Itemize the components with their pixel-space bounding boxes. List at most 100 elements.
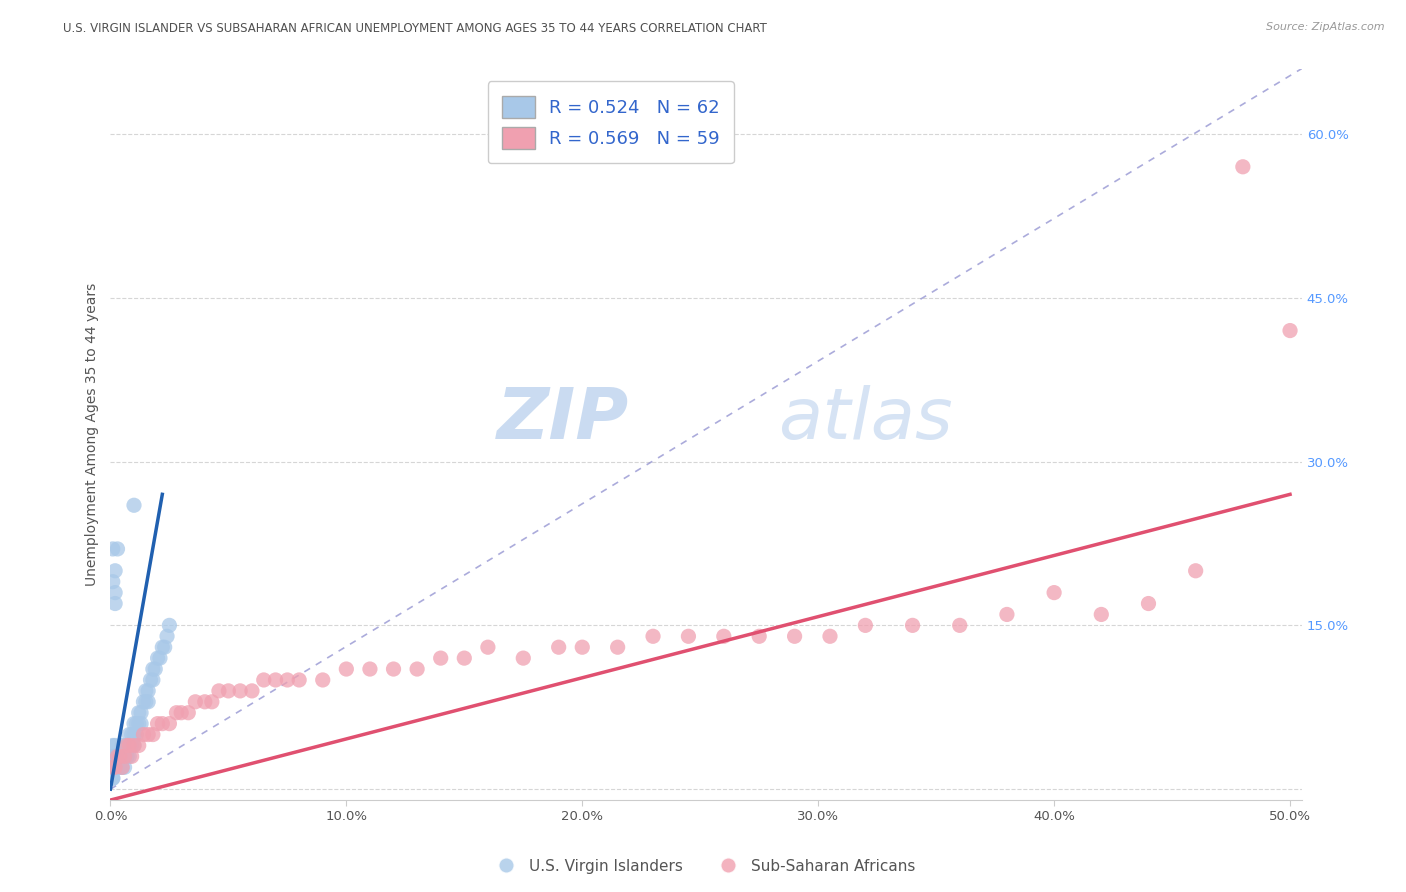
U.S. Virgin Islanders — [125, 716, 148, 731]
U.S. Virgin Islanders — [118, 727, 141, 741]
Sub-Saharan Africans — [166, 706, 188, 720]
Text: atlas: atlas — [778, 385, 952, 454]
U.S. Virgin Islanders — [129, 706, 152, 720]
Sub-Saharan Africans — [118, 739, 141, 753]
Sub-Saharan Africans — [142, 727, 165, 741]
Sub-Saharan Africans — [1090, 607, 1112, 622]
Sub-Saharan Africans — [853, 618, 876, 632]
U.S. Virgin Islanders — [101, 771, 124, 785]
Sub-Saharan Africans — [1043, 585, 1066, 599]
Sub-Saharan Africans — [678, 629, 700, 643]
Sub-Saharan Africans — [359, 662, 381, 676]
Sub-Saharan Africans — [136, 727, 159, 741]
U.S. Virgin Islanders — [121, 739, 143, 753]
U.S. Virgin Islanders — [107, 749, 129, 764]
U.S. Virgin Islanders — [114, 749, 136, 764]
U.S. Virgin Islanders — [107, 541, 129, 556]
Sub-Saharan Africans — [512, 651, 534, 665]
U.S. Virgin Islanders — [128, 706, 150, 720]
U.S. Virgin Islanders — [104, 760, 127, 774]
U.S. Virgin Islanders — [104, 760, 127, 774]
U.S. Virgin Islanders — [146, 651, 169, 665]
U.S. Virgin Islanders — [101, 771, 124, 785]
Sub-Saharan Africans — [146, 716, 169, 731]
Sub-Saharan Africans — [201, 695, 224, 709]
U.S. Virgin Islanders — [135, 684, 157, 698]
U.S. Virgin Islanders — [104, 749, 127, 764]
Sub-Saharan Africans — [177, 706, 200, 720]
U.S. Virgin Islanders — [101, 749, 124, 764]
Sub-Saharan Africans — [818, 629, 841, 643]
Sub-Saharan Africans — [382, 662, 405, 676]
Sub-Saharan Africans — [208, 684, 231, 698]
U.S. Virgin Islanders — [136, 684, 159, 698]
U.S. Virgin Islanders — [122, 716, 145, 731]
Legend: U.S. Virgin Islanders, Sub-Saharan Africans: U.S. Virgin Islanders, Sub-Saharan Afric… — [484, 853, 922, 880]
Sub-Saharan Africans — [184, 695, 207, 709]
Sub-Saharan Africans — [107, 749, 129, 764]
U.S. Virgin Islanders — [107, 760, 129, 774]
U.S. Virgin Islanders — [122, 727, 145, 741]
U.S. Virgin Islanders — [114, 739, 136, 753]
U.S. Virgin Islanders — [114, 760, 136, 774]
U.S. Virgin Islanders — [111, 739, 134, 753]
Sub-Saharan Africans — [128, 739, 150, 753]
U.S. Virgin Islanders — [108, 749, 131, 764]
Sub-Saharan Africans — [1279, 324, 1302, 338]
U.S. Virgin Islanders — [150, 640, 173, 655]
Sub-Saharan Africans — [335, 662, 357, 676]
U.S. Virgin Islanders — [135, 695, 157, 709]
U.S. Virgin Islanders — [111, 749, 134, 764]
U.S. Virgin Islanders — [122, 739, 145, 753]
Sub-Saharan Africans — [240, 684, 263, 698]
U.S. Virgin Islanders — [121, 727, 143, 741]
Text: Source: ZipAtlas.com: Source: ZipAtlas.com — [1267, 22, 1385, 32]
U.S. Virgin Islanders — [139, 673, 162, 687]
Sub-Saharan Africans — [132, 727, 155, 741]
U.S. Virgin Islanders — [129, 716, 152, 731]
U.S. Virgin Islanders — [142, 673, 165, 687]
U.S. Virgin Islanders — [101, 541, 124, 556]
U.S. Virgin Islanders — [122, 498, 145, 512]
Sub-Saharan Africans — [748, 629, 770, 643]
U.S. Virgin Islanders — [125, 727, 148, 741]
U.S. Virgin Islanders — [104, 585, 127, 599]
Sub-Saharan Africans — [157, 716, 180, 731]
U.S. Virgin Islanders — [136, 695, 159, 709]
Y-axis label: Unemployment Among Ages 35 to 44 years: Unemployment Among Ages 35 to 44 years — [86, 283, 100, 586]
U.S. Virgin Islanders — [108, 760, 131, 774]
Sub-Saharan Africans — [949, 618, 972, 632]
Sub-Saharan Africans — [114, 749, 136, 764]
U.S. Virgin Islanders — [118, 739, 141, 753]
Sub-Saharan Africans — [121, 749, 143, 764]
U.S. Virgin Islanders — [153, 640, 176, 655]
Legend: R = 0.524   N = 62, R = 0.569   N = 59: R = 0.524 N = 62, R = 0.569 N = 59 — [488, 81, 734, 163]
U.S. Virgin Islanders — [143, 662, 166, 676]
Sub-Saharan Africans — [477, 640, 499, 655]
Text: ZIP: ZIP — [496, 385, 628, 454]
Sub-Saharan Africans — [229, 684, 252, 698]
Sub-Saharan Africans — [783, 629, 806, 643]
Sub-Saharan Africans — [312, 673, 335, 687]
Sub-Saharan Africans — [194, 695, 217, 709]
Sub-Saharan Africans — [101, 760, 124, 774]
U.S. Virgin Islanders — [132, 695, 155, 709]
Sub-Saharan Africans — [104, 760, 127, 774]
U.S. Virgin Islanders — [108, 760, 131, 774]
U.S. Virgin Islanders — [104, 564, 127, 578]
Sub-Saharan Africans — [995, 607, 1018, 622]
U.S. Virgin Islanders — [107, 760, 129, 774]
U.S. Virgin Islanders — [115, 739, 138, 753]
U.S. Virgin Islanders — [111, 749, 134, 764]
Sub-Saharan Africans — [217, 684, 239, 698]
Sub-Saharan Africans — [606, 640, 628, 655]
U.S. Virgin Islanders — [104, 597, 127, 611]
U.S. Virgin Islanders — [142, 662, 165, 676]
U.S. Virgin Islanders — [101, 574, 124, 589]
Sub-Saharan Africans — [253, 673, 276, 687]
Sub-Saharan Africans — [122, 739, 145, 753]
Sub-Saharan Africans — [276, 673, 298, 687]
U.S. Virgin Islanders — [111, 760, 134, 774]
U.S. Virgin Islanders — [149, 651, 172, 665]
Sub-Saharan Africans — [547, 640, 569, 655]
